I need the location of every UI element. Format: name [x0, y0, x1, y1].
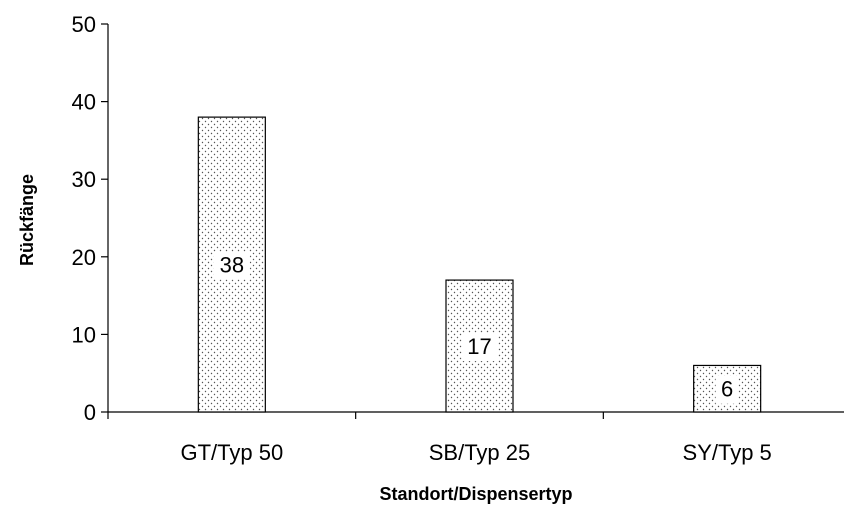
data-label: 6: [721, 377, 733, 402]
y-axis-title: Rückfänge: [17, 174, 37, 266]
y-tick-label: 20: [72, 245, 96, 270]
x-category-label: SY/Typ 5: [683, 440, 772, 465]
x-axis-title: Standort/Dispensertyp: [379, 484, 572, 504]
data-label-background: [715, 375, 739, 404]
x-category-label: SB/Typ 25: [429, 440, 531, 465]
plot-area: 0 10 20 30 40 50 38 GT/Typ 50 17 SB/Typ 25 6 SY/Typ…: [72, 12, 844, 465]
data-label-background: [461, 333, 498, 362]
y-tick-label: 30: [72, 167, 96, 192]
y-tick-label: 0: [84, 400, 96, 425]
y-tick-label: 10: [72, 322, 96, 347]
y-tick-label: 40: [72, 90, 96, 115]
data-label: 38: [220, 253, 244, 278]
data-label-background: [213, 251, 250, 280]
y-tick-label: 50: [72, 12, 96, 37]
data-label: 17: [467, 334, 491, 359]
x-category-label: GT/Typ 50: [180, 440, 283, 465]
